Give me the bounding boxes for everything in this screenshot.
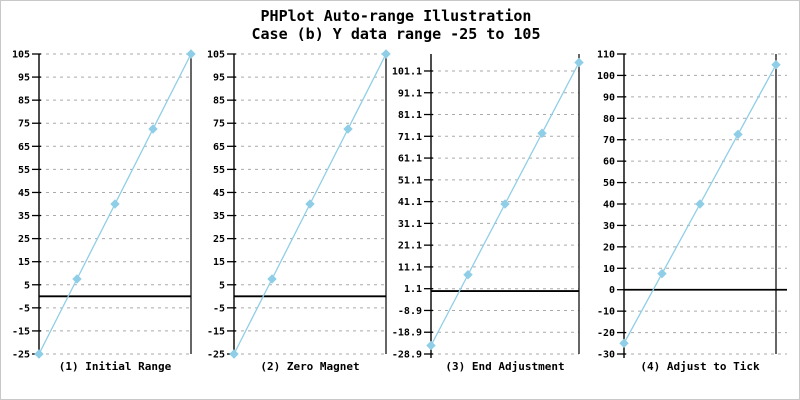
data-point-marker [110, 199, 120, 209]
chart-caption-1: (1) Initial Range [58, 360, 172, 373]
data-point-marker [733, 129, 743, 140]
y-tick-label: -25 [207, 350, 225, 361]
y-tick-label: 55 [18, 165, 30, 176]
y-tick-label: 65 [213, 142, 225, 153]
data-point-marker [537, 128, 547, 138]
data-point-marker [72, 274, 82, 284]
y-tick-label: 95 [213, 73, 225, 84]
y-tick-label: 5 [24, 280, 30, 291]
y-tick-label: 65 [18, 142, 30, 153]
y-tick-label: 0 [609, 285, 615, 296]
data-point-marker [267, 274, 277, 284]
y-tick-label: -5 [213, 303, 225, 314]
y-tick-label: 35 [18, 211, 30, 222]
data-point-marker [34, 349, 44, 359]
y-tick-label: 95 [18, 73, 30, 84]
y-tick-label: 71.1 [398, 132, 422, 143]
y-tick-label: -5 [18, 303, 30, 314]
chart-main-title-line2: Case (b) Y data range -25 to 105 [251, 25, 541, 43]
data-point-marker [771, 60, 781, 70]
y-tick-label: 25 [213, 234, 225, 245]
data-point-marker [381, 49, 391, 59]
data-point-marker [148, 124, 158, 134]
y-tick-label: -10 [597, 307, 615, 318]
y-tick-label: -18.9 [392, 328, 422, 339]
data-point-marker [305, 199, 315, 209]
y-tick-label: 20 [603, 242, 615, 253]
y-tick-label: 40 [603, 200, 615, 211]
y-tick-label: -30 [597, 350, 615, 361]
y-tick-label: 10 [603, 264, 615, 275]
chart-caption-3: (3) End Adjustment [445, 360, 565, 373]
y-tick-label: 41.1 [398, 197, 422, 208]
data-point-marker [186, 49, 196, 59]
y-tick-label: -15 [207, 326, 225, 337]
y-tick-label: 31.1 [398, 219, 422, 230]
y-tick-label: 80 [603, 114, 615, 125]
y-tick-label: 51.1 [398, 175, 422, 186]
data-point-marker [619, 338, 629, 348]
y-tick-label: 15 [18, 257, 30, 268]
data-point-marker [229, 349, 239, 359]
y-tick-label: -8.9 [398, 306, 422, 317]
data-point-marker [657, 268, 667, 279]
y-tick-label: 85 [18, 96, 30, 107]
chart-main-title-line1: PHPlot Auto-range Illustration [260, 7, 532, 25]
y-tick-label: 61.1 [398, 154, 422, 165]
y-tick-label: 100 [597, 71, 615, 82]
y-tick-label: 45 [18, 188, 30, 199]
y-tick-label: 1.1 [404, 284, 422, 295]
y-tick-label: 75 [18, 119, 30, 130]
y-tick-label: 15 [213, 257, 225, 268]
y-tick-label: 5 [219, 280, 225, 291]
y-tick-label: 101.1 [392, 66, 422, 77]
data-point-marker [343, 124, 353, 134]
chart-caption-4: (4) Adjust to Tick [640, 360, 760, 373]
data-point-marker [574, 57, 584, 68]
y-tick-label: -28.9 [392, 350, 422, 361]
y-tick-label: 91.1 [398, 88, 422, 99]
data-point-marker [695, 199, 705, 209]
y-tick-label: 85 [213, 96, 225, 107]
y-tick-label: 105 [12, 50, 30, 61]
y-tick-label: 45 [213, 188, 225, 199]
y-tick-label: 90 [603, 92, 615, 103]
y-tick-label: 60 [603, 157, 615, 168]
y-tick-label: 11.1 [398, 262, 422, 273]
y-tick-label: 30 [603, 221, 615, 232]
y-tick-label: 75 [213, 119, 225, 130]
y-tick-label: 50 [603, 178, 615, 189]
data-point-marker [426, 340, 436, 351]
y-tick-label: -15 [12, 326, 30, 337]
y-tick-label: -25 [12, 350, 30, 361]
y-tick-label: 55 [213, 165, 225, 176]
y-tick-label: 70 [603, 135, 615, 146]
chart-caption-2: (2) Zero Magnet [260, 360, 360, 373]
y-tick-label: 110 [597, 50, 615, 61]
data-point-marker [500, 199, 510, 209]
y-tick-label: 35 [213, 211, 225, 222]
data-point-marker [463, 270, 473, 280]
y-tick-label: 25 [18, 234, 30, 245]
y-tick-label: 81.1 [398, 110, 422, 121]
y-tick-label: -20 [597, 328, 615, 339]
y-tick-label: 21.1 [398, 241, 422, 252]
y-tick-label: 105 [207, 50, 225, 61]
